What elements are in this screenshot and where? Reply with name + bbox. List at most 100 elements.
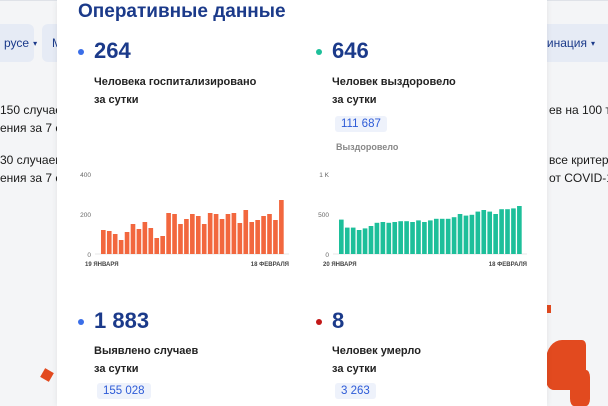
deaths-desc-2: за сутки xyxy=(332,363,377,375)
chart-bar[interactable] xyxy=(481,210,487,254)
chart-bar[interactable] xyxy=(136,229,142,254)
hospitalized-desc-2: за сутки xyxy=(94,94,139,106)
chart-bar[interactable] xyxy=(386,222,392,254)
chart-bar[interactable] xyxy=(213,214,219,254)
cases-total-badge: 155 028 xyxy=(97,383,151,399)
chart-bar[interactable] xyxy=(118,240,124,254)
chart-bar[interactable] xyxy=(487,211,493,254)
chart-bar[interactable] xyxy=(267,214,272,254)
operational-data-modal: Оперативные данные 264 Человека госпитал… xyxy=(57,0,547,406)
chart-bar[interactable] xyxy=(166,213,171,254)
chevron-down-icon: ▾ xyxy=(33,38,38,48)
x-end-label: 18 ФЕВРАЛЯ xyxy=(251,262,289,268)
deaths-desc-1: Человек умерло xyxy=(332,345,421,357)
chart-bar[interactable] xyxy=(416,220,421,254)
y-tick-label: 500 xyxy=(318,212,329,219)
cases-desc-2: за сутки xyxy=(94,363,139,375)
chart-bar[interactable] xyxy=(124,232,130,254)
deaths-value: 8 xyxy=(332,308,345,333)
chart-bar[interactable] xyxy=(511,208,516,254)
chart-bar[interactable] xyxy=(207,213,213,254)
region-dropdown-label: русе xyxy=(4,36,30,50)
hospitalized-chart: 400 200 0 19 ЯНВАРЯ 18 ФЕВРАЛЯ xyxy=(80,172,289,268)
map-fragment xyxy=(545,305,551,313)
chart-bar[interactable] xyxy=(517,206,522,254)
chart-bar[interactable] xyxy=(368,226,374,254)
bg-text-right-3: от COVID-19 xyxy=(549,171,608,185)
chart-bar[interactable] xyxy=(201,224,207,254)
bg-text-left-1: 150 случаев xyxy=(0,103,69,117)
chart-bar[interactable] xyxy=(374,222,380,254)
cases-value: 1 883 xyxy=(94,308,150,333)
chart-bar[interactable] xyxy=(231,213,237,254)
chart-bar[interactable] xyxy=(225,214,231,254)
chart-bar[interactable] xyxy=(398,221,403,254)
y-tick-label: 1 K xyxy=(319,172,329,179)
chart-bar[interactable] xyxy=(362,228,368,254)
chart-bar[interactable] xyxy=(261,216,266,254)
chevron-down-icon: ▾ xyxy=(590,38,595,48)
chart-bar[interactable] xyxy=(410,222,415,254)
stat-cases: 1 883 Выявлено случаев за сутки 155 028 xyxy=(78,308,298,406)
recovered-total-badge: 111 687 xyxy=(335,116,387,132)
x-end-label: 18 ФЕВРАЛЯ xyxy=(489,262,527,268)
x-start-label: 19 ЯНВАРЯ xyxy=(85,262,119,268)
chart-bar[interactable] xyxy=(249,222,255,254)
region-dropdown[interactable]: русе ▾ xyxy=(0,24,38,62)
recovered-total-label: Выздоровело xyxy=(336,142,399,152)
chart-bar[interactable] xyxy=(279,200,284,254)
chart-bar[interactable] xyxy=(350,227,356,254)
chart-bar[interactable] xyxy=(237,223,243,254)
chart-bar[interactable] xyxy=(392,222,398,254)
chart-bar[interactable] xyxy=(451,217,457,254)
chart-bar[interactable] xyxy=(493,214,498,254)
chart-bar[interactable] xyxy=(356,230,362,254)
chart-bar[interactable] xyxy=(344,227,350,254)
chart-bar[interactable] xyxy=(445,218,451,254)
chart-bar[interactable] xyxy=(380,222,386,254)
chart-bar[interactable] xyxy=(130,224,136,254)
chart-bar[interactable] xyxy=(433,218,439,254)
chart-bar[interactable] xyxy=(172,214,177,254)
chart-bar[interactable] xyxy=(469,214,475,254)
chart-bar[interactable] xyxy=(148,228,154,254)
chart-bar[interactable] xyxy=(195,216,201,254)
chart-bar[interactable] xyxy=(439,218,445,254)
hospitalized-value: 264 xyxy=(94,38,131,63)
chart-bar[interactable] xyxy=(243,210,249,254)
chart-bar[interactable] xyxy=(178,224,183,254)
chart-bar[interactable] xyxy=(457,214,463,254)
stat-deaths: 8 Человек умерло за сутки 3 263 xyxy=(316,308,536,406)
bullet-dot-icon xyxy=(316,49,322,55)
bullet-dot-icon xyxy=(316,319,322,325)
chart-bar[interactable] xyxy=(422,222,427,254)
chart-bar[interactable] xyxy=(112,234,118,254)
chart-bar[interactable] xyxy=(101,230,106,254)
chart-bar[interactable] xyxy=(154,238,160,254)
chart-bar[interactable] xyxy=(106,231,112,254)
x-start-label: 20 ЯНВАРЯ xyxy=(323,262,357,268)
y-tick-label: 0 xyxy=(325,252,329,259)
chart-bar[interactable] xyxy=(499,209,504,254)
hospitalized-desc-1: Человека госпитализировано xyxy=(94,76,257,88)
chart-bar[interactable] xyxy=(219,219,225,254)
modal-title: Оперативные данные xyxy=(78,1,286,22)
bg-text-right-1: ев на 100 ты xyxy=(549,103,608,117)
chart-bar[interactable] xyxy=(255,220,260,254)
chart-bar[interactable] xyxy=(273,220,278,254)
map-fragment xyxy=(40,368,54,382)
chart-bar[interactable] xyxy=(190,214,195,254)
chart-bar[interactable] xyxy=(160,236,165,254)
recovered-desc-1: Человек выздоровело xyxy=(332,76,456,88)
vaccination-dropdown-label: цинация xyxy=(540,36,587,50)
recovered-value: 646 xyxy=(332,38,369,63)
chart-bar[interactable] xyxy=(505,209,510,254)
chart-bar[interactable] xyxy=(184,219,189,254)
chart-bar[interactable] xyxy=(339,219,344,254)
chart-bar[interactable] xyxy=(428,220,433,254)
chart-bar[interactable] xyxy=(142,222,148,254)
chart-bar[interactable] xyxy=(463,215,469,254)
chart-bar[interactable] xyxy=(404,221,409,254)
chart-bar[interactable] xyxy=(475,211,481,254)
bullet-dot-icon xyxy=(78,319,84,325)
